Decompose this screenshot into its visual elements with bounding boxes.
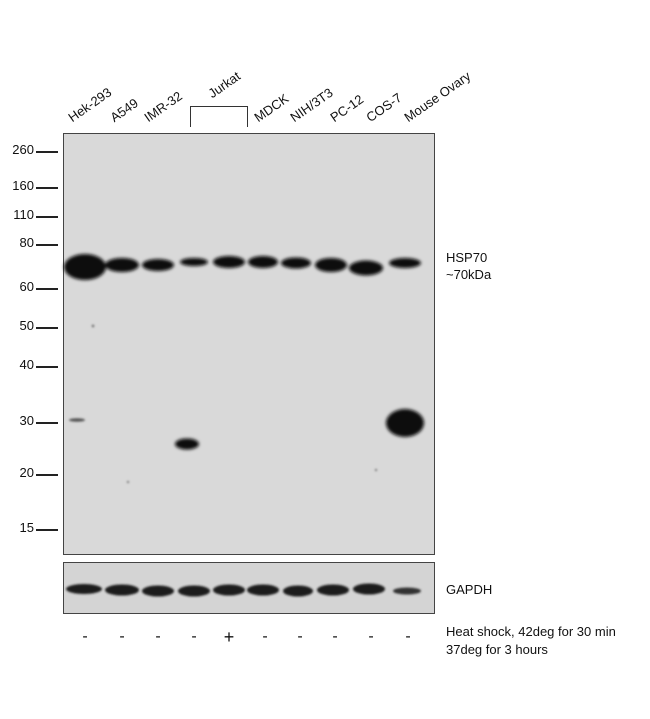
hsp70-blot (63, 133, 435, 555)
treatment-sign: - (332, 628, 338, 645)
gapdh-band-imr32 (142, 585, 174, 597)
gapdh-band-pc12 (317, 584, 349, 596)
hsp70-band-jurkat-plus (213, 256, 245, 268)
marker-label: 40 (19, 357, 34, 372)
gapdh-band-jurkat-plus (213, 584, 245, 596)
marker-tick (36, 474, 58, 476)
marker-tick (36, 216, 58, 218)
marker-label: 20 (19, 465, 34, 480)
speck (127, 481, 129, 483)
target-name-label: HSP70 (446, 250, 488, 265)
marker-tick (36, 366, 58, 368)
marker-label: 160 (12, 178, 34, 193)
marker-label: 260 (12, 142, 34, 157)
marker-tick (36, 187, 58, 189)
treatment-sign: - (405, 628, 411, 645)
marker-label: 80 (19, 235, 34, 250)
hsp70-band-mdck (248, 256, 278, 268)
treatment-sign: - (368, 628, 374, 645)
band-jurkat-minus-25kda (175, 438, 199, 450)
marker-tick (36, 422, 58, 424)
treatment-sign: - (119, 628, 125, 645)
treatment-sign: - (155, 628, 161, 645)
hsp70-band-cos7 (349, 260, 383, 276)
gapdh-label: GAPDH (446, 582, 493, 597)
treatment-label-line2: 37deg for 3 hours (446, 642, 548, 657)
marker-label: 15 (19, 520, 34, 535)
marker-label: 110 (13, 207, 34, 222)
gapdh-band-hek293 (66, 584, 102, 594)
target-size-label: ~70kDa (446, 267, 492, 282)
treatment-sign: - (191, 628, 197, 645)
gapdh-band-a549 (105, 584, 139, 596)
hsp70-band-pc12 (315, 258, 347, 272)
jurkat-bracket (190, 106, 248, 127)
treatment-sign: - (297, 628, 303, 645)
marker-tick (36, 529, 58, 531)
gapdh-band-cos7 (353, 583, 385, 595)
hsp70-band-nih3t3 (281, 257, 311, 269)
speck (91, 324, 95, 328)
hsp70-band-mouse-ovary (389, 258, 421, 268)
hsp70-band-hek293 (64, 254, 106, 280)
band-mouse-ovary-30kda (386, 409, 424, 437)
gapdh-band-nih3t3 (283, 585, 313, 597)
marker-label: 30 (19, 413, 34, 428)
treatment-sign: + (223, 627, 235, 647)
gapdh-band-mdck (247, 584, 279, 596)
speck (375, 469, 377, 471)
marker-tick (36, 151, 58, 153)
treatment-sign: - (82, 628, 88, 645)
marker-label: 60 (19, 279, 34, 294)
faint-band-hek293-30kda (69, 418, 85, 422)
hsp70-band-a549 (105, 258, 139, 272)
gapdh-band-mouse-ovary (393, 587, 421, 595)
treatment-label-line1: Heat shock, 42deg for 30 min (446, 624, 616, 639)
hsp70-band-imr32 (142, 259, 174, 271)
marker-tick (36, 288, 58, 290)
hsp70-band-jurkat-minus (180, 258, 208, 266)
marker-label: 50 (19, 318, 34, 333)
treatment-sign: - (262, 628, 268, 645)
marker-tick (36, 244, 58, 246)
marker-tick (36, 327, 58, 329)
gapdh-band-jurkat-minus (178, 585, 210, 597)
